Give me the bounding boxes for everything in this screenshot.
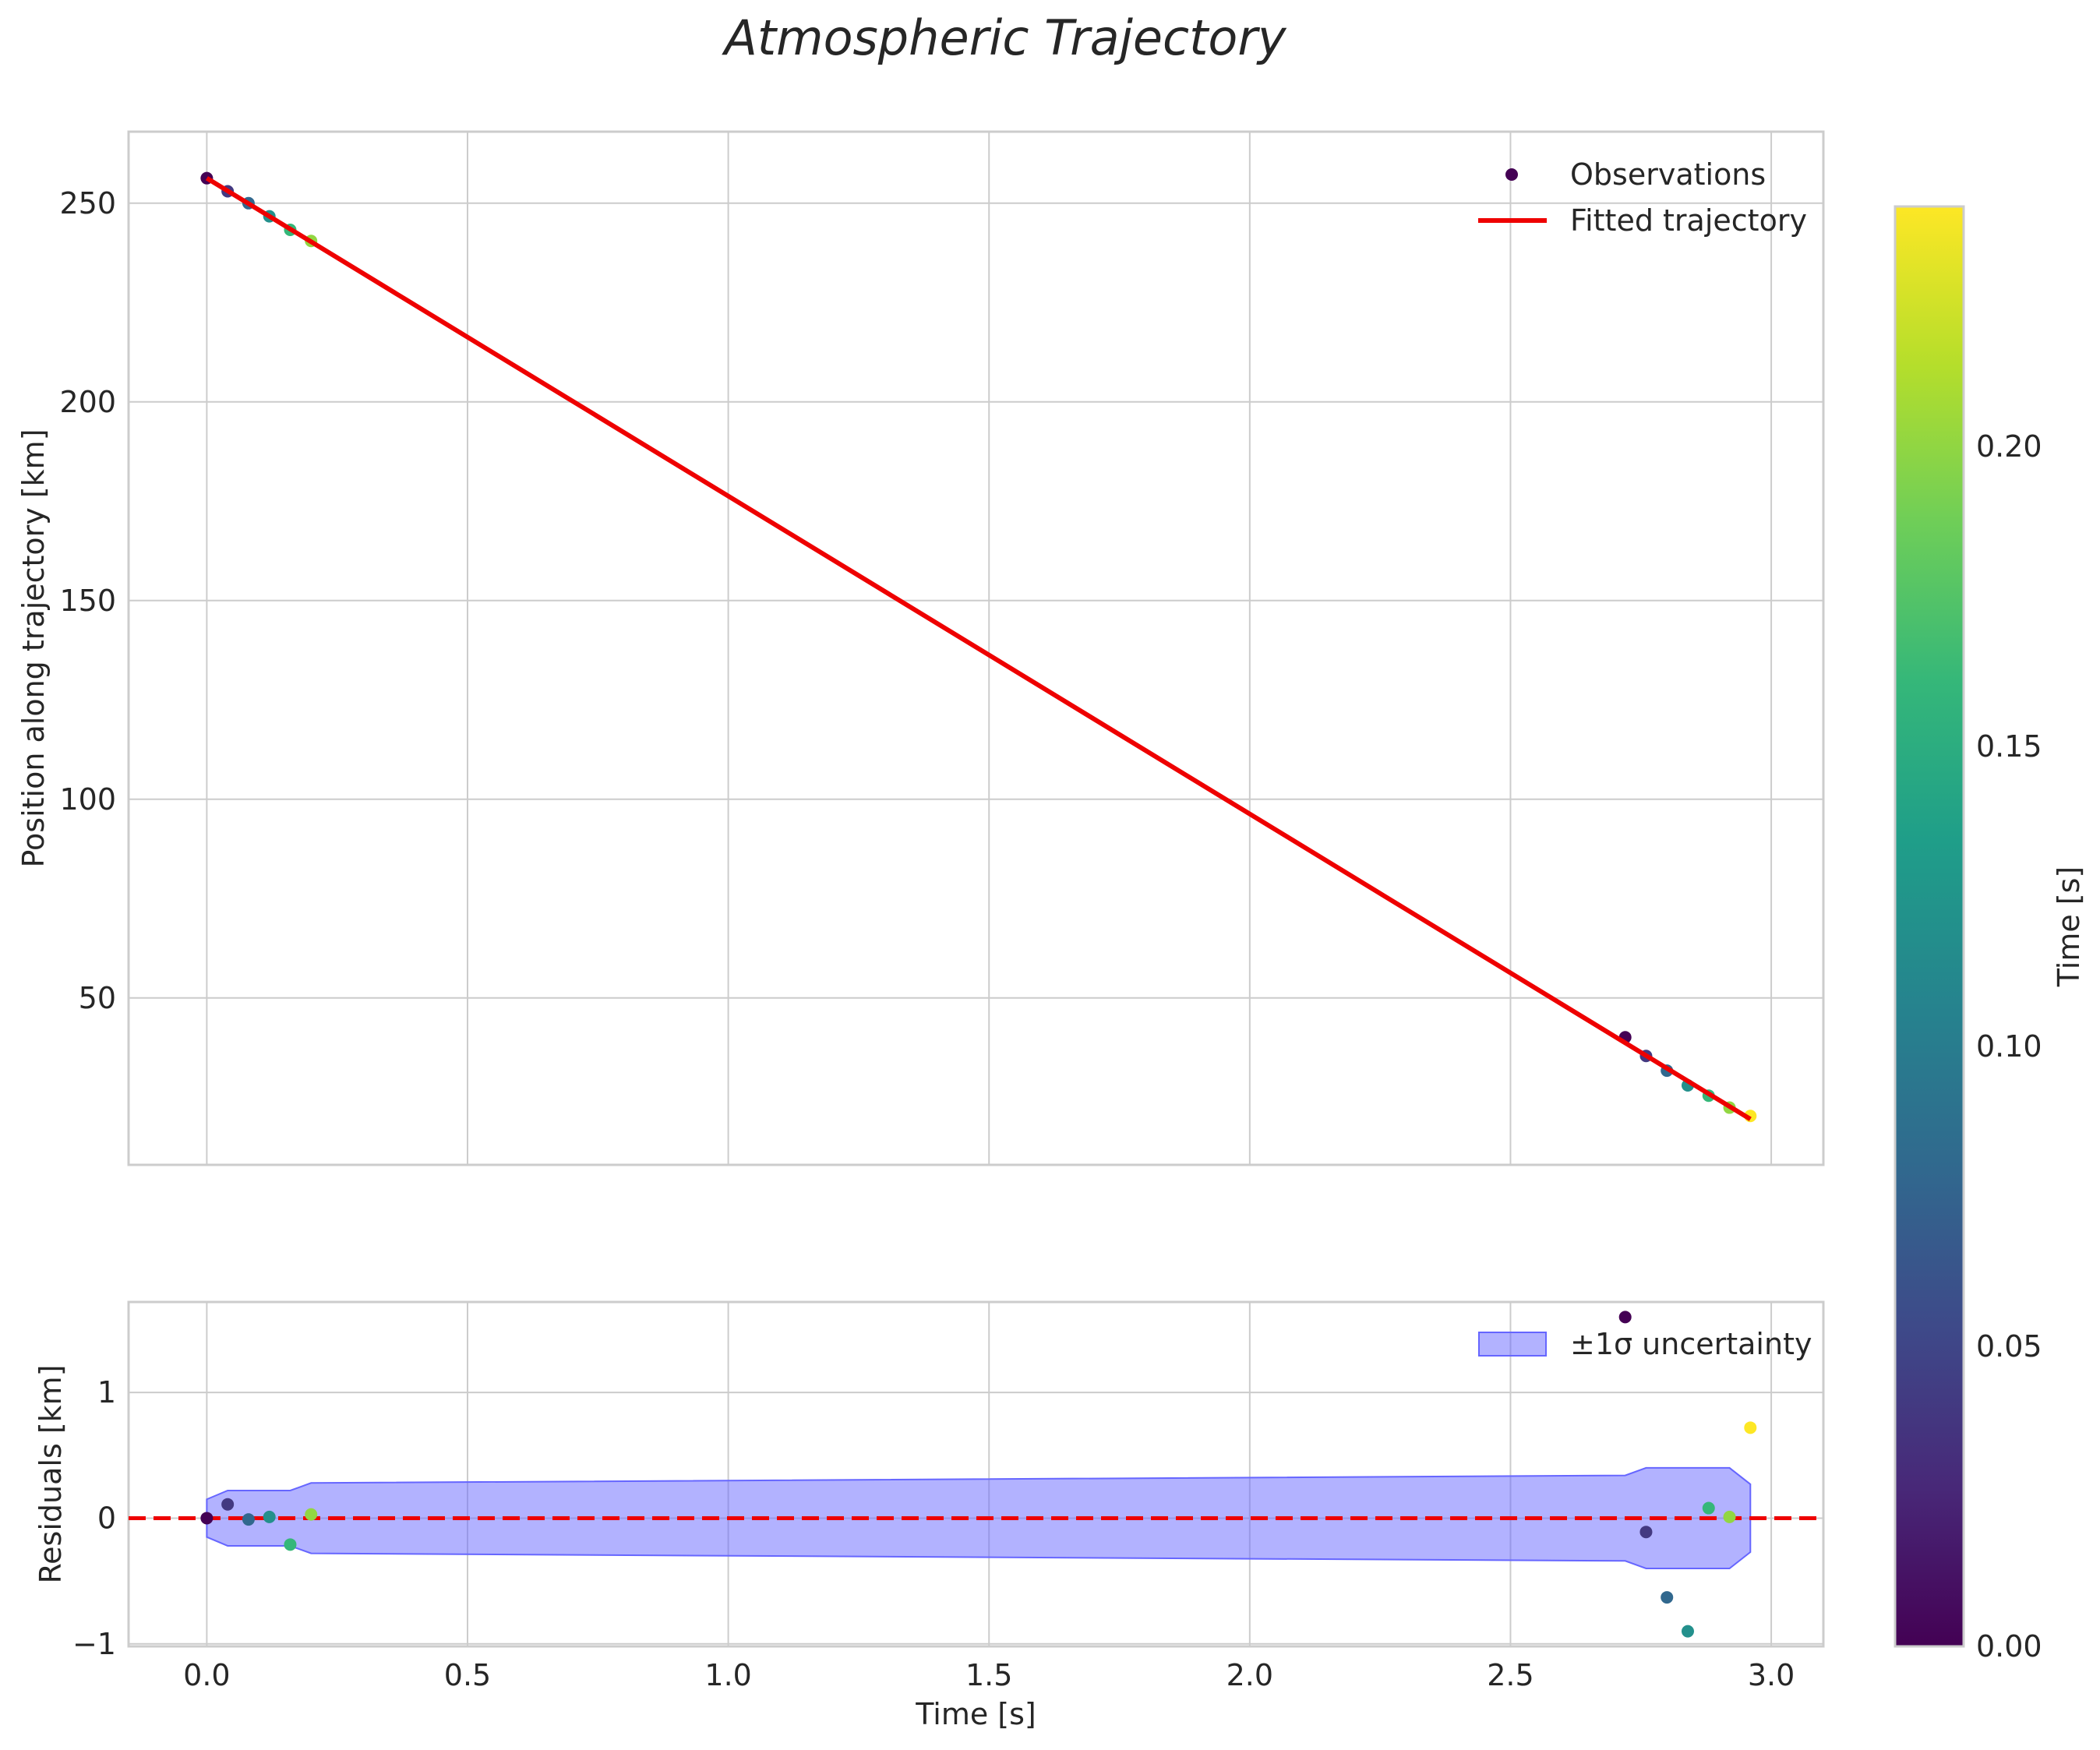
colorbar-tick-label: 0.00	[1976, 1629, 2042, 1664]
y-tick-label: 250	[59, 186, 116, 221]
y-tick-label: 50	[79, 981, 116, 1015]
chart-title: Atmospheric Trajectory	[721, 9, 1286, 66]
y-tick-label: 0	[97, 1501, 116, 1535]
axes-frame	[127, 130, 1825, 1166]
legend-band-label: ±1σ uncertainty	[1570, 1327, 1812, 1361]
y-tick-label: 200	[59, 385, 116, 419]
residual-point	[1744, 1421, 1757, 1434]
legend-observations-marker	[1505, 168, 1518, 181]
legend-fit-label: Fitted trajectory	[1570, 203, 1807, 238]
x-axis-label: Time [s]	[915, 1697, 1036, 1731]
residual-point	[1639, 1526, 1653, 1539]
colorbar-tick-label: 0.15	[1976, 729, 2042, 764]
y-tick-label: 1	[97, 1375, 116, 1410]
residual-point	[1682, 1625, 1694, 1638]
x-tick-label: 2.5	[1487, 1658, 1534, 1692]
y-tick-label: −1	[72, 1627, 116, 1661]
x-tick-label: 3.0	[1748, 1658, 1795, 1692]
residual-point	[242, 1513, 255, 1526]
colorbar-tick-label: 0.20	[1976, 429, 2042, 464]
residual-point	[305, 1508, 318, 1521]
y-axis-label: Position along trajectory [km]	[16, 429, 51, 867]
y-tick-label: 150	[59, 584, 116, 618]
residual-point	[1723, 1510, 1736, 1523]
colorbar: 0.00 0.05 0.10 0.15 0.20 Time [s]	[1894, 205, 2086, 1664]
trajectory-panel: 50 100 150 200 250 Position along trajectory …	[16, 130, 1825, 1166]
residual-point	[200, 1512, 214, 1525]
colorbar-gradient	[1894, 205, 1965, 1648]
residual-point	[1618, 1311, 1632, 1324]
colorbar-label: Time [s]	[2052, 866, 2086, 988]
residual-point	[1702, 1501, 1715, 1515]
x-tick-label: 0.0	[183, 1658, 230, 1692]
legend-band-swatch	[1478, 1332, 1547, 1357]
y-tick-label: 100	[59, 782, 116, 817]
residual-point	[263, 1510, 276, 1523]
x-tick-label: 1.5	[965, 1658, 1012, 1692]
legend-observations-label: Observations	[1570, 157, 1766, 192]
x-tick-label: 2.0	[1226, 1658, 1273, 1692]
residual-point	[284, 1538, 297, 1551]
colorbar-tick-label: 0.10	[1976, 1029, 2042, 1064]
fitted-trajectory-line	[205, 176, 1752, 1121]
axes-frame	[127, 1300, 1825, 1648]
residual-point	[1661, 1591, 1674, 1604]
residual-point	[221, 1498, 235, 1511]
x-tick-label: 0.5	[444, 1658, 491, 1692]
residuals-panel: 0.0 0.5 1.0 1.5 2.0 2.5 3.0 −1 0 1 Residuals [km] T…	[34, 1300, 1825, 1731]
colorbar-tick-label: 0.05	[1976, 1329, 2042, 1364]
y-axis-label: Residuals [km]	[34, 1364, 68, 1583]
x-tick-label: 1.0	[704, 1658, 751, 1692]
